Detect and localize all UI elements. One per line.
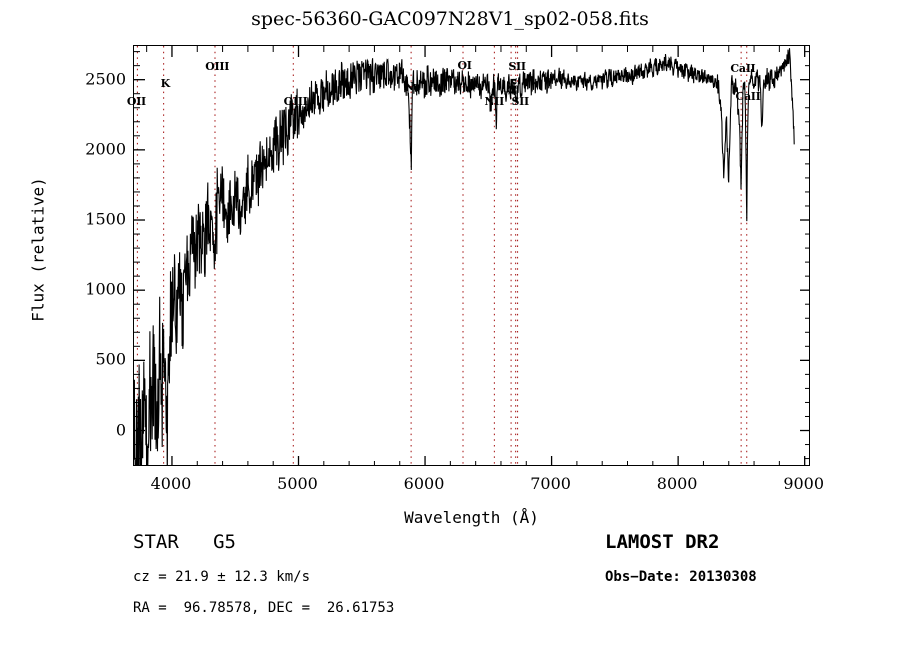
y-axis-title: Flux (relative)	[28, 177, 48, 322]
coordinates: RA = 96.78578, DEC = 26.61753	[133, 600, 395, 616]
footer-right-column: LAMOST DR2 Obs−Date: 20130308	[605, 533, 895, 601]
redshift-velocity: cz = 21.9 ± 12.3 km/s	[133, 569, 311, 585]
spectrum-plot	[134, 46, 809, 465]
spectral-line-label-oiii: OIII	[205, 60, 230, 73]
page-title: spec-56360-GAC097N28V1_sp02-058.fits	[251, 8, 649, 30]
spectral-line-label-ha: Ha	[506, 78, 520, 95]
x-tick-label: 6000	[403, 474, 445, 493]
spectral-line-label-caii: CaII	[730, 62, 756, 75]
spectral-line-label-caii2: CaII	[735, 90, 761, 103]
x-tick-label: 4000	[150, 474, 192, 493]
y-tick-label: 1000	[85, 279, 126, 299]
x-tick-label: 7000	[530, 474, 571, 493]
spectral-line-label-oii: OII	[126, 95, 146, 108]
x-tick-label: 8000	[656, 474, 698, 493]
spectral-line-label-na: Na	[403, 80, 421, 93]
object-class: STAR G5	[133, 531, 236, 553]
survey-name: LAMOST DR2	[605, 531, 720, 553]
footer-left-column: STAR G5 cz = 21.9 ± 12.3 km/s RA = 96.78…	[133, 533, 553, 632]
observation-date: Obs−Date: 20130308	[605, 569, 757, 585]
spectral-line-label-nii: NII	[484, 95, 505, 108]
spectral-line-label-oiii: OIII	[283, 95, 308, 108]
y-tick-label: 0	[115, 420, 126, 439]
spectral-line-label-sii2: SII	[511, 95, 530, 108]
y-tick-label: 2000	[85, 139, 126, 159]
spectral-line-label-k: K	[160, 77, 171, 90]
spectral-line-label-sii: SII	[508, 60, 526, 73]
plot-area[interactable]	[133, 45, 810, 466]
x-tick-label: 5000	[277, 474, 318, 493]
y-tick-label: 1500	[85, 209, 126, 229]
y-tick-label: 2500	[85, 69, 126, 89]
metadata-footer: STAR G5 cz = 21.9 ± 12.3 km/s RA = 96.78…	[0, 533, 900, 643]
y-tick-label: 500	[95, 349, 126, 369]
x-axis-title: Wavelength (Å)	[404, 508, 539, 527]
x-tick-label: 9000	[783, 474, 825, 493]
spectral-line-label-oi: OI	[457, 59, 472, 72]
